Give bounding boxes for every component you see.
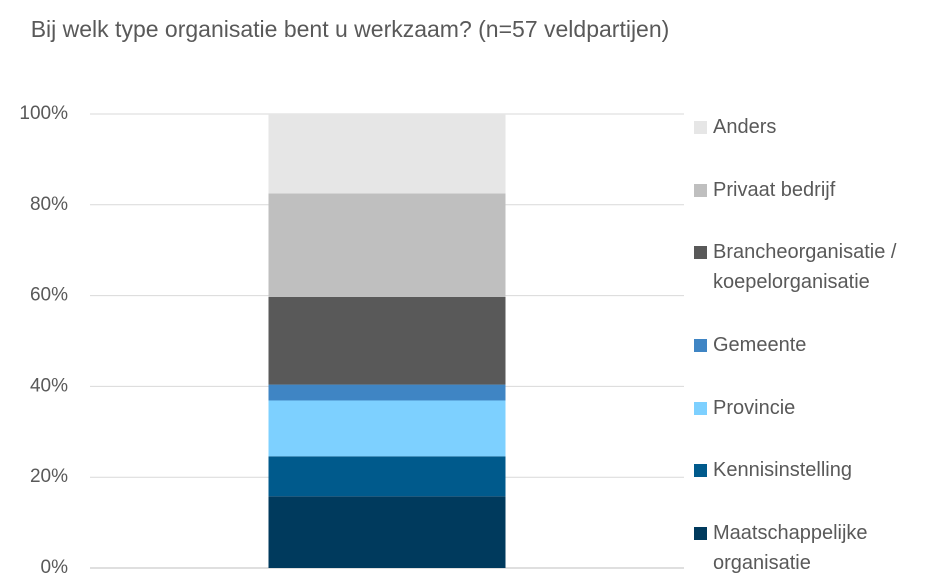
y-tick-label: 100% [19,103,68,124]
legend-swatch [694,401,707,415]
legend-swatch [694,183,707,197]
bar-segment [268,193,506,297]
legend: Anders Privaat bedrijf Brancheorganisatie … [694,112,924,578]
bar-segment [268,400,506,457]
y-tick-label: 80% [30,194,68,215]
legend-item: Provincie [694,393,924,423]
y-tick-label: 40% [30,375,68,396]
y-tick-label: 20% [30,466,68,487]
legend-label: Maatschappelijke organisatie [713,521,868,574]
legend-item: Maatschappelijke organisatie [694,518,924,578]
bar-segment [268,114,506,194]
legend-item: Privaat bedrijf [694,175,924,205]
legend-item: Brancheorganisatie / koepelorganisatie [694,237,924,297]
y-tick-label: 0% [41,557,69,578]
legend-item: Anders [694,112,924,142]
legend-swatch [694,464,707,478]
legend-label: Provincie [713,396,796,419]
legend-swatch [694,526,707,540]
legend-label: Anders [713,116,777,138]
legend-label: Brancheorganisatie / koepelorganisatie [713,241,897,294]
legend-swatch [694,121,707,134]
legend-swatch [694,338,707,352]
legend-item: Gemeente [694,330,924,360]
bar-segment [268,496,506,568]
legend-item: Kennisinstelling [694,455,924,485]
legend-label: Privaat bedrijf [713,178,836,201]
y-tick-label: 60% [30,285,68,306]
legend-swatch [694,246,707,260]
bar-segment [268,384,506,401]
bar-segment [268,456,506,497]
legend-label: Gemeente [713,333,807,356]
legend-label: Kennisinstelling [713,459,852,482]
chart-title: Bij welk type organisatie bent u werkzaa… [30,16,670,42]
bar-segment [268,296,506,385]
